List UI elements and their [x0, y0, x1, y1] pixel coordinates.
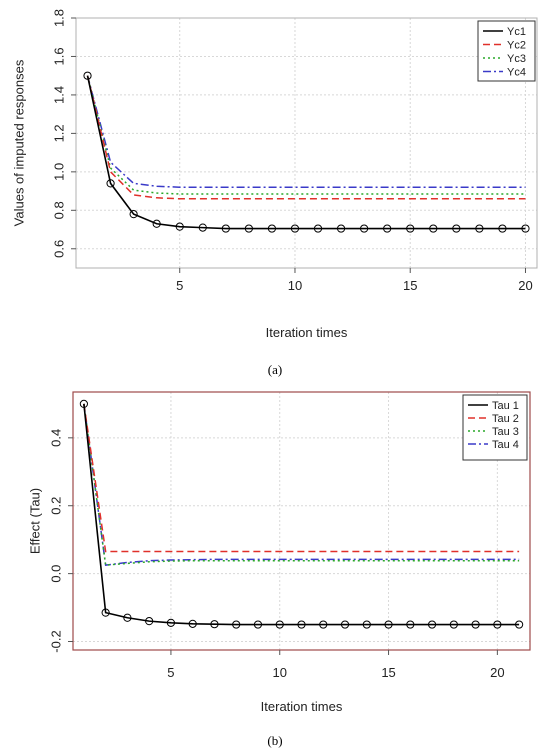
y-tick-label: 0.2	[48, 497, 63, 515]
plot-frame	[75, 17, 538, 269]
series-line-3	[86, 75, 526, 195]
data-point	[275, 620, 284, 629]
data-point	[449, 620, 458, 629]
data-point	[427, 620, 437, 629]
y-tick-label: 1.6	[51, 47, 66, 65]
legend-label: Tau 2	[492, 413, 519, 425]
y-tick-label: 0.8	[51, 201, 66, 219]
x-tick-label: 20	[518, 278, 532, 293]
data-point	[471, 620, 480, 629]
data-point	[515, 620, 524, 629]
data-point	[406, 620, 415, 629]
data-point	[198, 223, 207, 232]
data-point	[253, 620, 263, 629]
series-line-4	[83, 403, 520, 566]
y-tick-label: -0.2	[48, 630, 63, 652]
series-line-2	[83, 403, 520, 553]
x-tick-label: 15	[403, 278, 417, 293]
x-tick-label: 15	[381, 665, 395, 680]
panel-b: 5 10 15 20 -0.2 0.0 0.2 0.4 Iteration times Effec…	[27, 391, 531, 748]
x-tick-label: 10	[273, 665, 287, 680]
data-point	[340, 620, 350, 629]
data-point	[152, 219, 161, 228]
series-line-2	[86, 75, 526, 200]
data-point	[429, 224, 438, 233]
data-point	[498, 224, 507, 233]
data-point	[521, 224, 530, 233]
data-point	[188, 619, 197, 628]
plot-frame	[72, 391, 531, 651]
legend-label: Yc1	[507, 26, 526, 38]
data-point	[83, 71, 92, 80]
data-point	[123, 613, 132, 622]
y-tick-label: 1.8	[51, 9, 66, 27]
y-tick-label: 1.4	[51, 86, 66, 104]
series-line-3	[83, 403, 520, 566]
data-point	[106, 179, 115, 188]
data-point	[297, 620, 306, 629]
data-point	[406, 224, 415, 233]
x-tick-label: 10	[288, 278, 302, 293]
legend-label: Tau 4	[492, 439, 519, 451]
data-point	[384, 620, 393, 629]
x-axis-label: Iteration times	[261, 699, 343, 714]
data-point	[232, 620, 241, 629]
data-point	[79, 399, 88, 408]
data-point	[493, 620, 502, 629]
data-point	[210, 620, 219, 629]
legend-label: Yc2	[507, 40, 526, 52]
x-tick-label: 5	[167, 665, 174, 680]
legend-label: Yc3	[507, 53, 526, 65]
y-axis-label: Values of imputed responses	[11, 59, 26, 226]
series-line-4	[86, 75, 526, 188]
series-line-1	[83, 403, 520, 626]
panel-a: 5 10 15 20 0.6 0.8 1.0 1.2 1.4 1.6 1.8 Iteration ti…	[11, 9, 538, 377]
data-point	[336, 224, 346, 233]
figure-caption: (b)	[267, 733, 282, 748]
data-point	[145, 617, 154, 626]
data-point	[101, 608, 110, 617]
legend-box	[462, 394, 528, 461]
data-point	[166, 618, 176, 627]
data-point	[290, 224, 300, 233]
y-tick-label: 0.0	[48, 565, 63, 583]
data-point	[360, 224, 369, 233]
legend-label: Tau 3	[492, 426, 519, 438]
data-point	[313, 224, 323, 233]
data-point	[175, 222, 184, 231]
y-tick-label: 0.4	[48, 429, 63, 447]
data-point	[221, 224, 230, 233]
legend-label: Yc4	[507, 67, 526, 79]
figure-caption: (a)	[268, 362, 282, 377]
x-tick-label: 5	[176, 278, 183, 293]
y-tick-label: 1.0	[51, 163, 66, 181]
data-point	[362, 620, 371, 629]
data-point	[244, 224, 253, 233]
data-point	[383, 224, 392, 233]
data-point	[452, 224, 461, 233]
x-tick-label: 20	[490, 665, 504, 680]
data-point	[319, 620, 328, 629]
data-point	[129, 210, 138, 219]
y-tick-label: 0.6	[51, 240, 66, 258]
x-axis-label: Iteration times	[266, 325, 348, 340]
series-line-1	[86, 75, 526, 230]
legend-label: Tau 1	[492, 400, 519, 412]
y-tick-label: 1.2	[51, 124, 66, 142]
data-point	[475, 224, 484, 233]
y-axis-label: Effect (Tau)	[27, 488, 42, 554]
data-point	[267, 224, 277, 233]
